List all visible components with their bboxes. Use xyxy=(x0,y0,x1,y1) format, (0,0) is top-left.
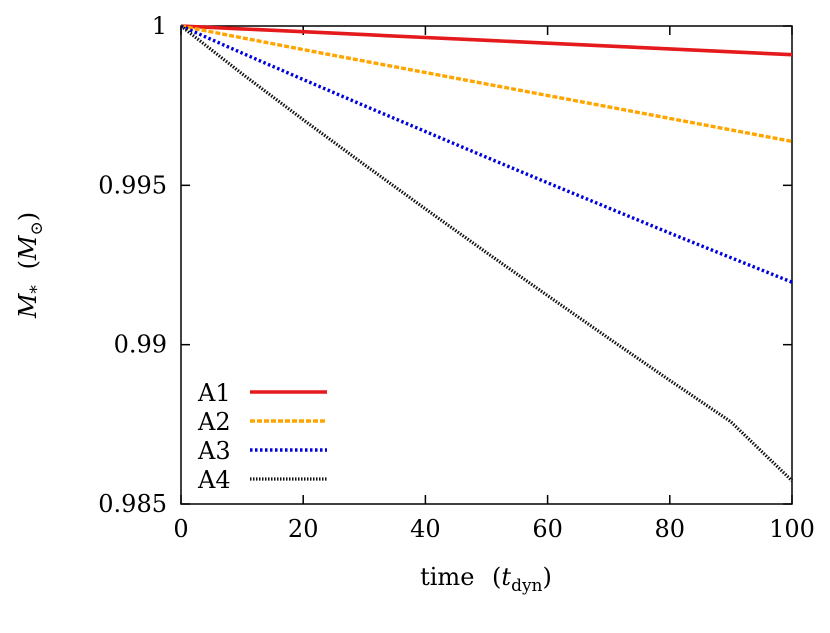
x-axis-label-close-paren: ) xyxy=(543,563,552,591)
x-axis-label-text: time xyxy=(420,563,474,591)
y-tick-label: 0.995 xyxy=(98,171,167,199)
x-tick-label: 100 xyxy=(769,515,815,543)
legend-label-a3: A3 xyxy=(197,437,231,465)
legend-label-a2: A2 xyxy=(197,408,231,436)
x-axis-label: time (tdyn) xyxy=(420,563,552,596)
y-tick-label: 1 xyxy=(152,12,167,40)
legend-label-a4: A4 xyxy=(197,466,231,494)
series-line-a3 xyxy=(180,24,793,284)
y-axis-label-close-paren: ) xyxy=(14,212,42,221)
plot-frame xyxy=(180,25,793,505)
y-axis-symbol: M xyxy=(14,292,42,319)
x-tick-label: 60 xyxy=(532,515,563,543)
series-line-a4 xyxy=(180,24,794,482)
y-tick-label: 0.985 xyxy=(98,490,167,518)
y-tick-label: 0.99 xyxy=(114,331,167,359)
y-axis-label: M* (M⊙) xyxy=(14,212,48,319)
tick-labels: 0 20 40 60 80 100 0.985 0.99 0.995 1 xyxy=(98,12,815,543)
x-tick-label: 40 xyxy=(410,515,441,543)
y-axis-label-open-paren: ( xyxy=(14,260,42,269)
y-axis-unit: M xyxy=(14,234,42,261)
x-axis-unit: t xyxy=(501,563,511,591)
x-axis-unit-subscript: dyn xyxy=(511,576,542,596)
x-tick-label: 0 xyxy=(173,515,188,543)
series-line-a1 xyxy=(180,24,793,57)
y-axis-unit-subscript: ⊙ xyxy=(27,221,47,235)
y-axis-symbol-subscript: * xyxy=(27,285,47,294)
x-tick-label: 20 xyxy=(288,515,319,543)
series-line-a2 xyxy=(180,24,793,144)
x-tick-label: 80 xyxy=(655,515,686,543)
legend-label-a1: A1 xyxy=(197,379,231,407)
x-axis-label-open-paren: ( xyxy=(492,563,501,591)
axis-ticks xyxy=(180,25,793,505)
series-lines xyxy=(180,24,794,482)
